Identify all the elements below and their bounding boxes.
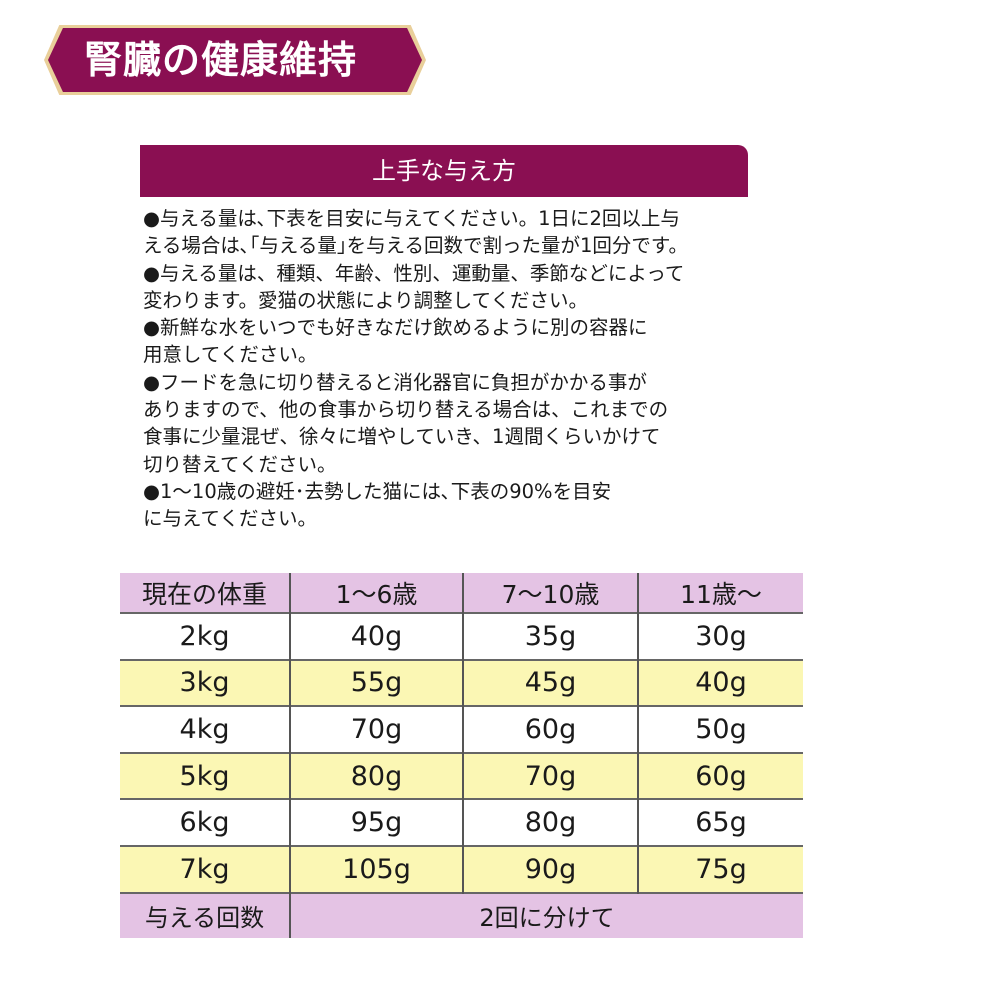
footer-label: 与える回数	[144, 904, 265, 933]
weight-cell: 2kg	[179, 620, 230, 652]
amount-cell: 80g	[289, 752, 463, 800]
amount-cell: 70g	[462, 752, 638, 800]
feeding-notes: ●与える量は､下表を目安に与えてください。1日に2回以上与 える場合は､｢与える量…	[143, 205, 763, 533]
note-line: ●フードを急に切り替えると消化器官に負担がかかる事が	[143, 370, 647, 394]
amount-cell: 40g	[637, 659, 803, 707]
amount-cell: 105g	[289, 845, 463, 893]
page-title: 腎臓の健康維持	[84, 38, 358, 82]
amount-cell: 65g	[637, 799, 803, 846]
header-age-11: 11歳～	[637, 573, 803, 613]
weight-cell: 7kg	[179, 853, 230, 885]
table-row: 7kg 105g 90g 75g	[120, 845, 803, 893]
footer-value: 2回に分けて	[289, 892, 803, 938]
note-line: ●与える量は、種類、年齢、性別、運動量、季節などによって	[143, 261, 685, 285]
amount-cell: 75g	[637, 845, 803, 893]
amount-cell: 70g	[289, 706, 463, 753]
note-line: 変わります。愛猫の状態により調整してください。	[143, 288, 588, 312]
table-row: 3kg 55g 45g 40g	[120, 659, 803, 707]
note-line: ●与える量は､下表を目安に与えてください。1日に2回以上与	[143, 207, 680, 230]
header-weight: 現在の体重	[141, 579, 267, 609]
note-line: に与えてください。	[143, 507, 317, 531]
note-line: ●新鮮な水をいつでも好きなだけ飲めるように別の容器に	[143, 316, 648, 340]
note-line: 切り替えてください。	[143, 452, 337, 476]
weight-cell: 5kg	[179, 760, 230, 792]
feeding-heading: 上手な与え方	[140, 145, 748, 197]
amount-cell: 35g	[462, 613, 638, 660]
table-row: 6kg 95g 80g 65g	[120, 799, 803, 846]
amount-cell: 30g	[637, 613, 803, 660]
amount-cell: 90g	[462, 845, 638, 893]
table-row: 5kg 80g 70g 60g	[120, 752, 803, 800]
amount-cell: 55g	[289, 659, 463, 707]
table-row: 2kg 40g 35g 30g	[120, 613, 803, 660]
note-line: ●1～10歳の避妊･去勢した猫には､下表の90%を目安	[143, 479, 612, 503]
title-banner	[48, 28, 422, 92]
amount-cell: 95g	[289, 799, 463, 846]
note-line: 用意してください。	[143, 343, 318, 367]
note-line: える場合は､｢与える量｣を与える回数で割った量が1回分です。	[143, 234, 688, 258]
note-line: 食事に少量混ぜ、徐々に増やしていき、1週間くらいかけて	[143, 425, 661, 449]
feeding-table: 現在の体重 1～6歳 7～10歳 11歳～ 2kg 40g 35g 30g 3kg 55g…	[120, 573, 803, 938]
note-line: ありますので、他の食事から切り替える場合は、これまでの	[143, 398, 669, 422]
weight-cell: 6kg	[179, 807, 230, 839]
weight-cell: 4kg	[179, 713, 230, 745]
header-age-1-6: 1～6歳	[289, 573, 463, 613]
amount-cell: 40g	[289, 613, 463, 660]
amount-cell: 80g	[462, 799, 638, 846]
table-row: 4kg 70g 60g 50g	[120, 706, 803, 753]
table-header-row: 現在の体重 1～6歳 7～10歳 11歳～	[120, 573, 803, 613]
amount-cell: 60g	[637, 752, 803, 800]
weight-cell: 3kg	[179, 667, 230, 699]
amount-cell: 50g	[637, 706, 803, 753]
amount-cell: 60g	[462, 706, 638, 753]
table-footer-row: 与える回数 2回に分けて	[120, 892, 803, 938]
amount-cell: 45g	[462, 659, 638, 707]
header-age-7-10: 7～10歳	[462, 573, 638, 613]
